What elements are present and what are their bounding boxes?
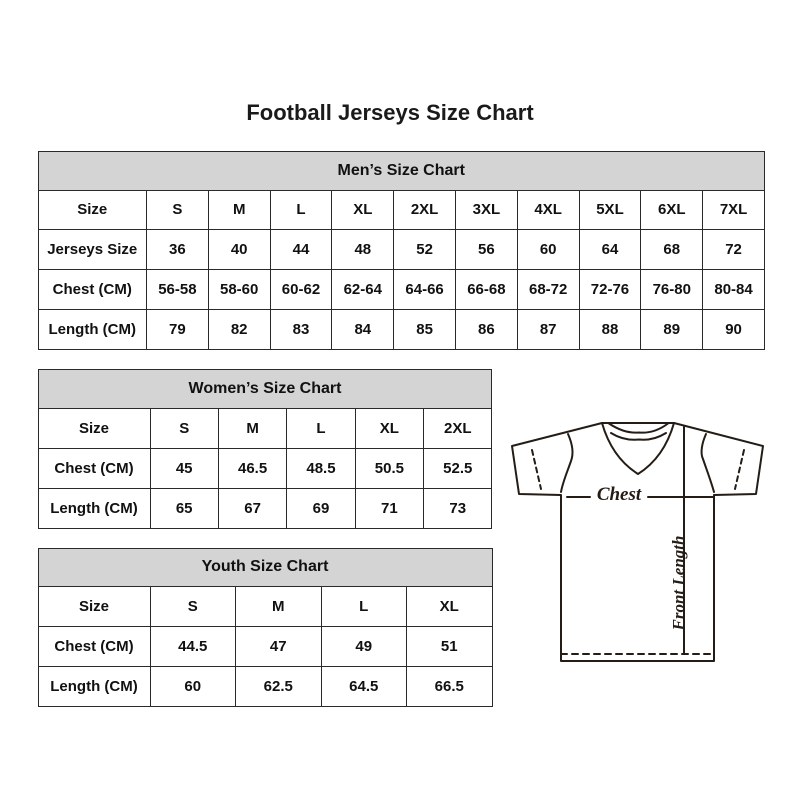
svg-text:Front Length: Front Length (669, 536, 688, 632)
svg-text:Chest: Chest (597, 484, 642, 505)
